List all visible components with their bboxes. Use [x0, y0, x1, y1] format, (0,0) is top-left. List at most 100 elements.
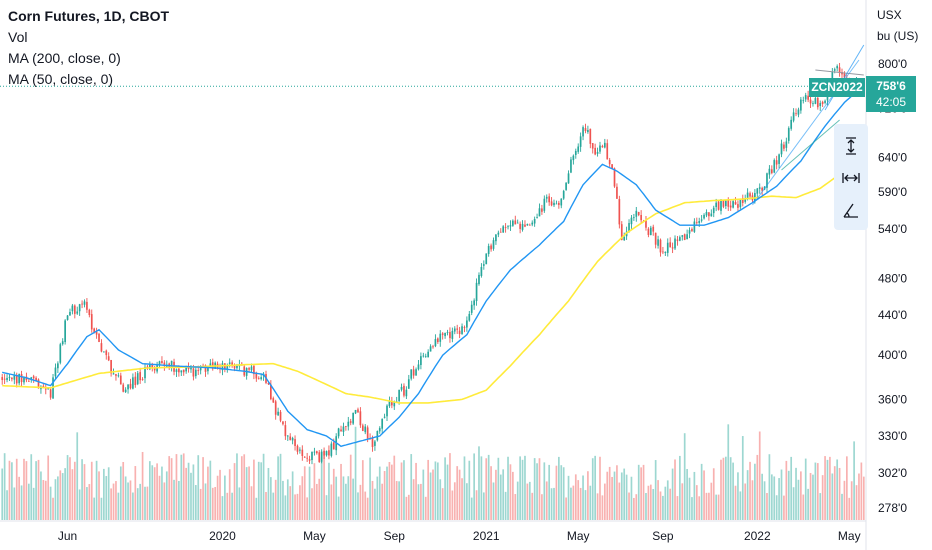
candle-body — [761, 187, 763, 191]
volume-bar — [313, 463, 316, 520]
candle-body — [30, 377, 33, 380]
volume-bar — [417, 484, 420, 520]
volume-bar — [308, 466, 311, 520]
candle-body — [727, 199, 730, 207]
volume-bar — [354, 426, 357, 520]
candle-body — [480, 267, 483, 276]
candle-body — [475, 282, 478, 302]
candle-body — [311, 451, 313, 461]
volume-bar — [197, 455, 200, 520]
measure-icon[interactable] — [839, 198, 863, 222]
candle-body — [231, 362, 233, 366]
volume-bar — [729, 457, 732, 520]
volume-bar — [345, 483, 347, 520]
volume-bar — [558, 456, 560, 520]
volume-bar — [724, 456, 727, 520]
candle-body — [453, 328, 456, 332]
volume-bar — [635, 494, 638, 520]
candle-body — [207, 367, 209, 372]
volume-bar — [381, 483, 384, 520]
candle-body — [637, 211, 640, 216]
volume-bar — [741, 436, 744, 520]
volume-bar — [618, 482, 621, 520]
candle-body — [516, 222, 519, 224]
volume-bar — [115, 481, 117, 520]
volume-bar — [148, 461, 151, 520]
candle-body — [98, 333, 100, 342]
candle-body — [666, 242, 669, 253]
volume-bar — [584, 490, 587, 520]
volume-bar — [86, 487, 88, 520]
volume-bar — [139, 483, 142, 520]
candle-body — [775, 160, 778, 165]
volume-bar — [763, 481, 766, 520]
volume-bar — [519, 456, 521, 520]
candle-body — [325, 451, 328, 456]
volume-bar — [688, 477, 691, 520]
volume-bar — [303, 466, 306, 520]
candle-body — [664, 251, 667, 253]
candle-body — [780, 143, 783, 155]
candle-body — [161, 361, 163, 363]
fit-vertical-icon[interactable] — [839, 134, 863, 158]
candle-body — [294, 439, 296, 446]
candle-body — [487, 246, 490, 254]
volume-bar — [630, 476, 633, 520]
volume-bar — [751, 480, 754, 520]
volume-bar — [204, 483, 207, 520]
volume-bar — [492, 482, 495, 520]
candle-body — [18, 373, 20, 384]
volume-bar — [749, 461, 751, 520]
volume-bar — [577, 480, 580, 520]
fit-horizontal-icon[interactable] — [839, 166, 863, 190]
volume-bar — [432, 469, 434, 520]
candle-body — [603, 142, 606, 148]
candle-body — [415, 369, 417, 376]
candle-body — [737, 204, 739, 208]
volume-bar — [792, 487, 795, 520]
candle-body — [342, 426, 345, 432]
volume-bar — [64, 468, 66, 520]
volume-bar — [238, 487, 241, 520]
volume-bar — [415, 462, 417, 520]
volume-bar — [816, 463, 819, 520]
candle-body — [746, 192, 749, 198]
volume-bar — [507, 456, 509, 520]
candle-body — [674, 238, 676, 249]
candle-body — [744, 198, 747, 202]
candle-body — [499, 231, 502, 233]
volume-bar — [596, 493, 599, 520]
candle-body — [461, 326, 463, 334]
candle-body — [679, 237, 681, 241]
volume-bar — [66, 455, 69, 520]
candle-body — [710, 213, 713, 217]
volume-bar — [347, 476, 350, 520]
volume-bar — [451, 490, 454, 520]
candle-body — [509, 225, 512, 227]
candle-body — [180, 370, 183, 373]
candle-body — [412, 369, 415, 376]
candle-body — [376, 431, 379, 441]
candle-body — [739, 199, 742, 208]
x-tick-label: Sep — [384, 529, 406, 543]
candle-body — [320, 451, 323, 462]
ma50-line — [2, 84, 865, 448]
candle-body — [386, 405, 388, 417]
volume-bar — [11, 462, 13, 520]
volume-bar — [207, 466, 209, 520]
candle-body — [683, 234, 686, 240]
volume-bar — [294, 494, 296, 520]
candle-body — [812, 103, 814, 105]
candle-body — [185, 367, 187, 372]
candle-body — [645, 220, 647, 228]
volume-bar — [318, 478, 321, 520]
volume-bar — [579, 487, 582, 520]
candle-body — [1, 377, 4, 380]
volume-bar — [132, 492, 134, 520]
volume-bar — [504, 491, 507, 520]
candle-body — [86, 301, 88, 310]
candle-body — [833, 69, 836, 71]
candle-body — [153, 367, 156, 371]
